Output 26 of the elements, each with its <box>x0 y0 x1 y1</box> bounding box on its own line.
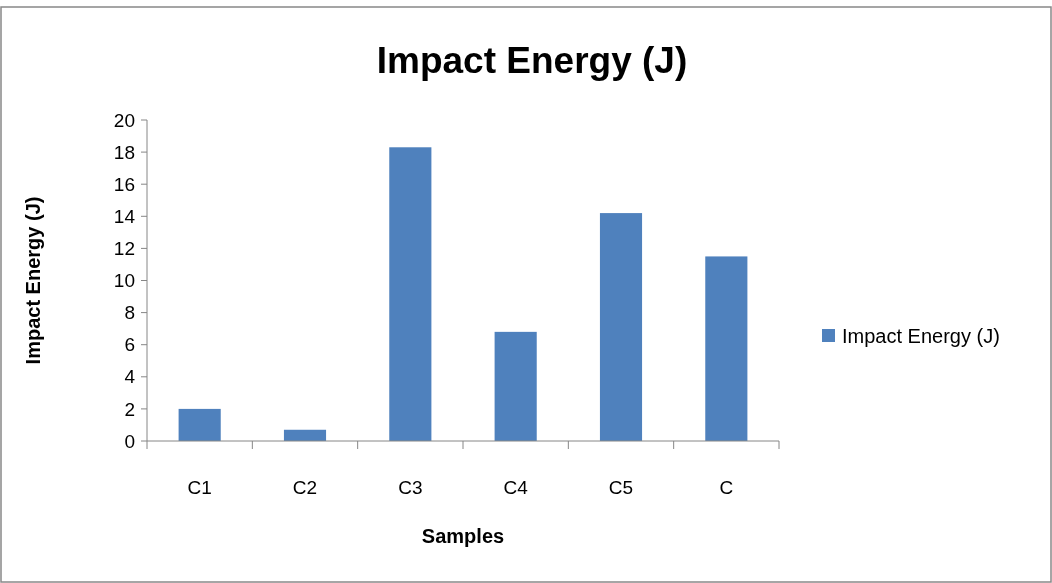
y-tick-label: 20 <box>113 109 135 131</box>
x-axis-title: Samples <box>421 525 505 547</box>
x-tick-label: C1 <box>187 477 212 498</box>
x-tick-label: C <box>719 477 734 498</box>
x-tick-label: C5 <box>608 477 634 498</box>
y-tick-label: 18 <box>113 141 135 163</box>
bar <box>599 213 643 441</box>
y-tick-label: 12 <box>113 238 135 260</box>
y-tick-label: 16 <box>113 173 135 195</box>
x-tick-label: C4 <box>503 477 529 498</box>
bar <box>178 408 221 441</box>
bar <box>494 331 537 441</box>
x-tick-label: C3 <box>398 477 423 498</box>
y-tick-label: 14 <box>113 205 136 227</box>
bar <box>705 256 748 441</box>
y-axis-title: Impact Energy (J) <box>22 196 44 365</box>
x-tick-label: C2 <box>292 477 318 498</box>
legend-label: Impact Energy (J) <box>842 325 1000 347</box>
chart-title: Impact Energy (J) <box>376 40 688 81</box>
y-tick-label: 0 <box>124 430 135 452</box>
y-tick-label: 4 <box>124 366 136 388</box>
y-tick-label: 6 <box>124 334 135 356</box>
y-tick-label: 8 <box>124 302 135 324</box>
y-tick-label: 10 <box>113 270 135 292</box>
bar <box>389 147 432 441</box>
y-tick-label: 2 <box>124 398 135 420</box>
